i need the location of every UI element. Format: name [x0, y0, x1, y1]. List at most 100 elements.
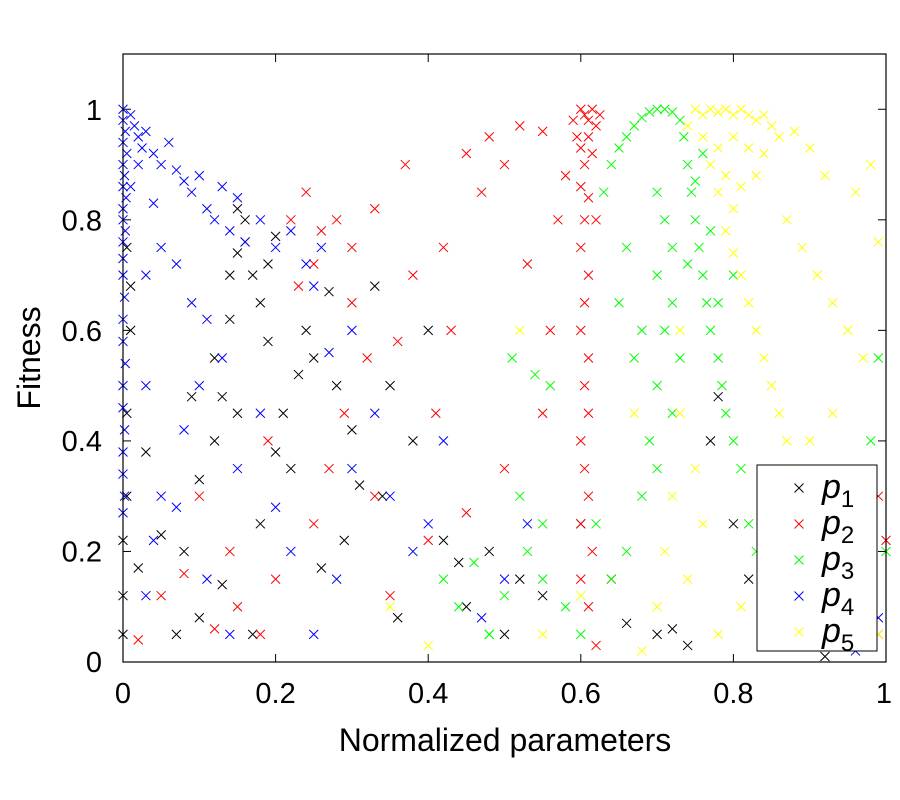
- x-tick-label: 0.6: [561, 678, 601, 710]
- data-point: [209, 353, 220, 363]
- data-point: [629, 408, 640, 419]
- data-point: [347, 325, 357, 336]
- data-point: [652, 104, 662, 115]
- data-point: [217, 353, 228, 363]
- data-point: [171, 165, 182, 175]
- data-point: [461, 507, 472, 518]
- data-point: [575, 436, 586, 446]
- data-point: [186, 391, 197, 402]
- data-point: [484, 546, 495, 557]
- data-point: [781, 436, 792, 446]
- data-point: [636, 112, 647, 123]
- data-point: [591, 121, 601, 131]
- data-point: [560, 601, 571, 612]
- data-point: [675, 325, 685, 336]
- data-point: [133, 563, 144, 573]
- data-point: [137, 143, 147, 153]
- data-point: [522, 546, 533, 557]
- legend-item: p4: [794, 576, 854, 621]
- data-point: [194, 491, 205, 502]
- data-point: [121, 148, 132, 159]
- data-point: [438, 242, 449, 253]
- data-point: [614, 143, 624, 153]
- data-point: [286, 546, 296, 557]
- data-point: [659, 214, 670, 225]
- data-point: [583, 491, 594, 502]
- data-point: [270, 231, 281, 242]
- data-point: [224, 629, 235, 640]
- data-point: [720, 408, 731, 419]
- data-point: [499, 463, 510, 474]
- data-point: [141, 380, 151, 391]
- data-point: [347, 242, 357, 253]
- data-point: [698, 270, 708, 280]
- data-point: [301, 259, 311, 269]
- data-point: [698, 109, 708, 120]
- data-point: [728, 203, 739, 214]
- data-point: [579, 159, 590, 170]
- data-point: [591, 214, 601, 225]
- data-point: [316, 563, 327, 573]
- data-point: [171, 502, 182, 513]
- data-point: [659, 325, 670, 336]
- data-point: [572, 132, 582, 142]
- legend-item: p5: [794, 612, 854, 657]
- data-point: [438, 436, 449, 446]
- data-point: [713, 629, 723, 640]
- data-point: [713, 391, 723, 402]
- legend-marker-icon: [794, 591, 804, 601]
- data-point: [369, 491, 380, 502]
- data-point: [545, 325, 556, 336]
- data-point: [469, 557, 479, 568]
- data-point: [652, 270, 662, 280]
- data-point: [636, 646, 647, 656]
- data-point: [331, 380, 342, 391]
- data-point: [247, 629, 258, 640]
- data-point: [308, 281, 319, 291]
- data-point: [675, 353, 685, 363]
- data-point: [865, 436, 876, 446]
- data-point: [575, 574, 586, 584]
- data-point: [129, 121, 140, 131]
- data-point: [255, 214, 266, 225]
- data-point: [797, 242, 807, 253]
- data-point: [545, 380, 556, 391]
- data-point: [728, 109, 739, 120]
- data-point: [423, 325, 434, 336]
- data-point: [713, 107, 723, 117]
- x-tick-label: 0.4: [408, 678, 448, 710]
- data-point: [255, 408, 266, 419]
- data-point: [682, 259, 693, 269]
- data-point: [537, 126, 548, 137]
- legend-marker-icon: [794, 555, 804, 565]
- data-point: [514, 325, 525, 336]
- data-point: [316, 226, 327, 236]
- data-point: [224, 546, 235, 557]
- data-point: [686, 187, 697, 198]
- data-point: [675, 408, 685, 419]
- x-tick-labels: 0 0.2 0.4 0.6 0.8 1: [115, 678, 892, 710]
- data-point: [575, 242, 586, 253]
- data-point: [255, 297, 266, 308]
- x-tick-label: 0.8: [713, 678, 753, 710]
- data-point: [583, 353, 594, 363]
- data-point: [652, 463, 662, 474]
- data-point: [652, 601, 662, 612]
- data-point: [621, 242, 632, 253]
- data-point: [347, 463, 357, 474]
- legend-label: p1: [821, 468, 854, 513]
- data-point: [514, 491, 525, 502]
- data-point: [194, 612, 205, 623]
- data-point: [720, 170, 731, 181]
- data-point: [354, 480, 365, 490]
- data-point: [575, 629, 586, 640]
- data-point: [530, 369, 540, 380]
- data-point: [120, 226, 131, 236]
- data-point: [636, 325, 647, 336]
- data-point: [537, 590, 548, 601]
- data-point: [690, 176, 701, 186]
- data-point: [583, 408, 594, 419]
- data-point: [148, 148, 159, 159]
- data-point: [385, 590, 395, 601]
